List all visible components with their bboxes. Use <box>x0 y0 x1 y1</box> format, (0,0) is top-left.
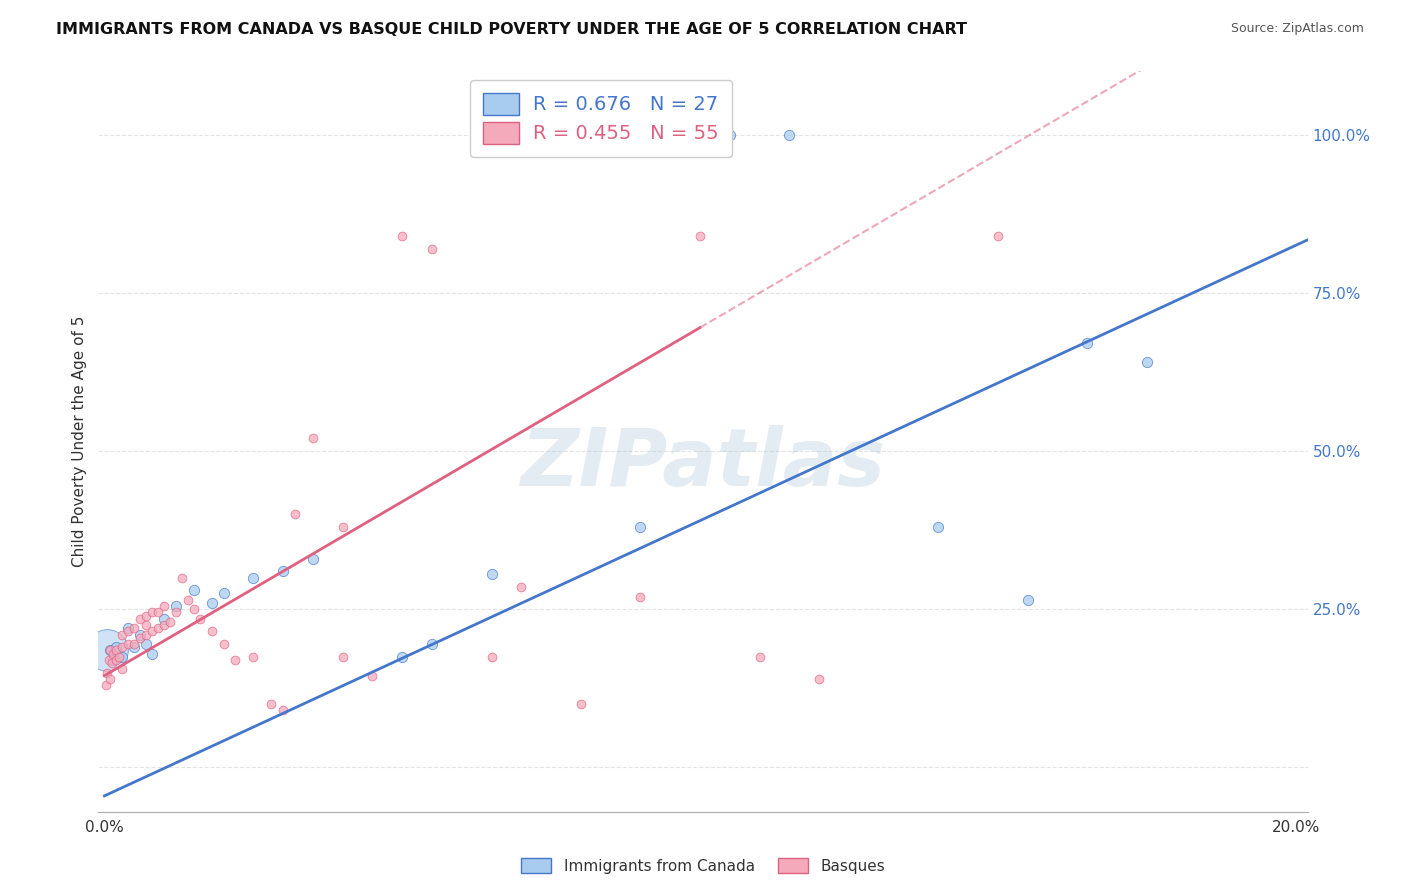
Point <box>103 647 125 661</box>
Point <box>96 665 118 680</box>
Point <box>481 567 503 582</box>
Point <box>159 615 181 629</box>
Point <box>100 656 122 670</box>
Point <box>183 602 205 616</box>
Point <box>302 431 325 445</box>
Point <box>200 624 222 639</box>
Point <box>105 640 128 655</box>
Point <box>987 228 1010 243</box>
Point <box>183 583 205 598</box>
Point <box>117 637 139 651</box>
Point <box>111 662 134 676</box>
Point <box>108 649 131 664</box>
Text: IMMIGRANTS FROM CANADA VS BASQUE CHILD POVERTY UNDER THE AGE OF 5 CORRELATION CH: IMMIGRANTS FROM CANADA VS BASQUE CHILD P… <box>56 22 967 37</box>
Point <box>630 520 652 534</box>
Legend: Immigrants from Canada, Basques: Immigrants from Canada, Basques <box>515 852 891 880</box>
Point <box>271 564 294 578</box>
Point <box>332 520 354 534</box>
Point <box>748 649 770 664</box>
Point <box>927 520 949 534</box>
Y-axis label: Child Poverty Under the Age of 5: Child Poverty Under the Age of 5 <box>72 316 87 567</box>
Point <box>141 624 163 639</box>
Point <box>1076 336 1098 351</box>
Point <box>135 627 157 641</box>
Point <box>778 128 800 142</box>
Point <box>689 228 711 243</box>
Point <box>111 627 134 641</box>
Point <box>98 643 121 657</box>
Point <box>111 640 134 655</box>
Point <box>420 637 443 651</box>
Point <box>129 631 152 645</box>
Text: Source: ZipAtlas.com: Source: ZipAtlas.com <box>1230 22 1364 36</box>
Point <box>97 653 120 667</box>
Point <box>165 599 187 613</box>
Point <box>212 637 235 651</box>
Text: ZIPatlas: ZIPatlas <box>520 425 886 503</box>
Point <box>260 697 283 711</box>
Point <box>117 621 139 635</box>
Point <box>224 653 246 667</box>
Point <box>332 649 354 664</box>
Point <box>146 621 169 635</box>
Point <box>200 596 222 610</box>
Point <box>361 668 384 682</box>
Point <box>188 612 211 626</box>
Point <box>302 551 325 566</box>
Point <box>135 608 157 623</box>
Point <box>96 643 118 657</box>
Point <box>153 599 176 613</box>
Point <box>165 606 187 620</box>
Point <box>153 618 176 632</box>
Point <box>122 640 145 655</box>
Point <box>153 612 176 626</box>
Point <box>105 653 128 667</box>
Point <box>129 627 152 641</box>
Point <box>808 672 831 686</box>
Point <box>242 571 264 585</box>
Point <box>135 637 157 651</box>
Point <box>284 508 307 522</box>
Point <box>420 242 443 256</box>
Point <box>1017 592 1039 607</box>
Point <box>242 649 264 664</box>
Point <box>122 637 145 651</box>
Point <box>718 128 741 142</box>
Point <box>103 653 125 667</box>
Point <box>111 649 134 664</box>
Point <box>391 649 413 664</box>
Point <box>105 643 128 657</box>
Point <box>122 621 145 635</box>
Point <box>146 606 169 620</box>
Point <box>569 697 592 711</box>
Point <box>177 592 200 607</box>
Point <box>141 606 163 620</box>
Point <box>135 618 157 632</box>
Point <box>212 586 235 600</box>
Point <box>481 649 503 664</box>
Point <box>129 612 152 626</box>
Point <box>391 228 413 243</box>
Point <box>1136 355 1159 369</box>
Point <box>117 624 139 639</box>
Point <box>98 643 121 657</box>
Point <box>170 571 193 585</box>
Point <box>630 590 652 604</box>
Point <box>271 703 294 717</box>
Point <box>96 678 118 692</box>
Legend: R = 0.676   N = 27, R = 0.455   N = 55: R = 0.676 N = 27, R = 0.455 N = 55 <box>470 80 731 157</box>
Point <box>98 672 121 686</box>
Point <box>510 580 533 594</box>
Point <box>141 647 163 661</box>
